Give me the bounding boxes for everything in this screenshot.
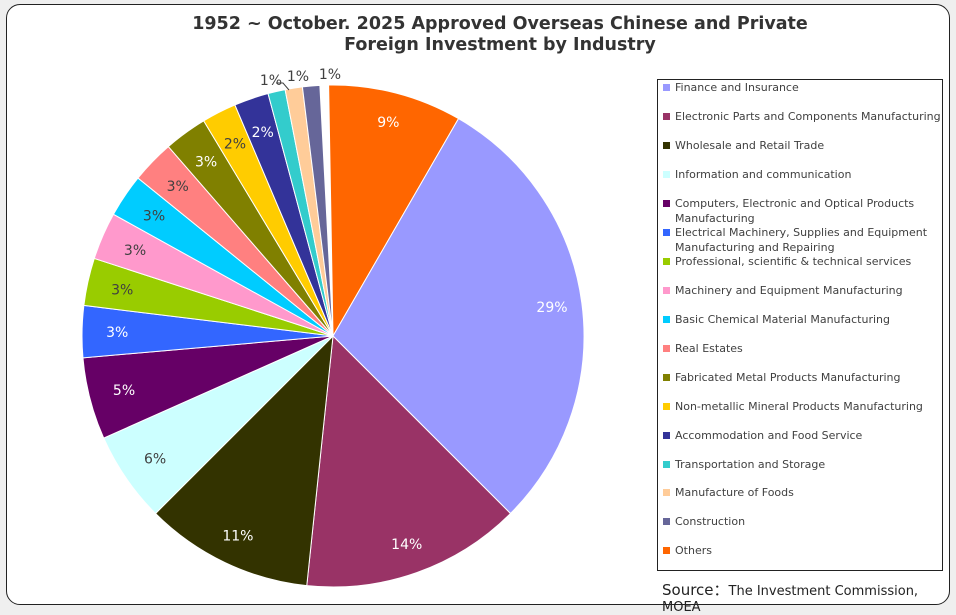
legend-swatch-icon	[663, 171, 670, 178]
legend-item[interactable]: Computers, Electronic and Optical Produc…	[663, 196, 943, 226]
legend-item[interactable]: Construction	[663, 514, 943, 529]
slice-data-label: 9%	[377, 115, 399, 131]
source-note: Source：The Investment Commission, MOEA	[662, 579, 956, 615]
legend-label: Construction	[675, 515, 746, 528]
legend-item[interactable]: Electrical Machinery, Supplies and Equip…	[663, 225, 943, 255]
pie-slice[interactable]	[301, 84, 334, 337]
source-prefix: Source：	[662, 581, 729, 599]
slice-data-label: 3%	[195, 154, 217, 170]
legend-swatch-icon	[663, 374, 670, 381]
chart-legend: Finance and Insurance Electronic Parts an…	[657, 79, 943, 571]
legend-item[interactable]: Wholesale and Retail Trade	[663, 138, 943, 153]
pie-svg: 9%29%14%11%6%5%3%3%3%3%3%3%2%2%1% 1% 1%	[81, 67, 585, 588]
chart-title: 1952 ~ October. 2025 Approved Overseas C…	[130, 14, 870, 56]
legend-item[interactable]: Non-metallic Mineral Products Manufactur…	[663, 399, 943, 414]
legend-label: Basic Chemical Material Manufacturing	[675, 313, 890, 326]
slice-data-label: 3%	[143, 208, 165, 224]
leader-line	[276, 82, 290, 91]
legend-item[interactable]: Others	[663, 543, 943, 558]
slice-data-label: 3%	[124, 243, 146, 259]
legend-swatch-icon	[663, 518, 670, 525]
pie-slice[interactable]	[306, 334, 512, 588]
legend-item[interactable]: Finance and Insurance	[663, 80, 943, 95]
legend-swatch-icon	[663, 142, 670, 149]
legend-swatch-icon	[663, 345, 670, 352]
legend-swatch-icon	[663, 403, 670, 410]
chart-title-line-2: Foreign Investment by Industry	[344, 35, 656, 55]
legend-item[interactable]: Machinery and Equipment Manufacturing	[663, 283, 943, 298]
legend-label: Real Estates	[675, 342, 743, 355]
slice-data-label: 29%	[536, 300, 567, 316]
slice-data-label: 3%	[111, 282, 133, 298]
pie-slice[interactable]	[332, 117, 585, 515]
legend-label: Professional, scientific & technical ser…	[675, 255, 912, 268]
legend-swatch-icon	[663, 200, 670, 207]
slice-data-label: 1%	[319, 67, 341, 83]
slice-data-label: 2%	[252, 125, 274, 141]
legend-label: Information and communication	[675, 168, 852, 181]
slice-data-label: 1%	[260, 73, 282, 89]
legend-swatch-icon	[663, 229, 670, 236]
legend-swatch-icon	[663, 489, 670, 496]
legend-swatch-icon	[663, 316, 670, 323]
legend-item[interactable]: Real Estates	[663, 341, 943, 356]
slice-data-label: 3%	[106, 325, 128, 341]
slice-data-label: 3%	[167, 179, 189, 195]
slice-data-label: 5%	[113, 383, 135, 399]
legend-item[interactable]: Professional, scientific & technical ser…	[663, 254, 943, 269]
slice-data-label: 2%	[224, 137, 246, 153]
pie-slice[interactable]	[328, 84, 460, 338]
pie-slice[interactable]	[154, 334, 334, 587]
legend-label: Computers, Electronic and Optical Produc…	[675, 197, 915, 225]
legend-item[interactable]: Manufacture of Foods	[663, 485, 943, 500]
legend-label: Electrical Machinery, Supplies and Equip…	[675, 226, 928, 254]
legend-item[interactable]: Electronic Parts and Components Manufact…	[663, 109, 943, 124]
legend-label: Electronic Parts and Components Manufact…	[675, 110, 941, 123]
pie-chart: 9% 29% 14% 11% 6% 5% 3% 3% 3% 3% 3% 3% 2% 2% 1% 1% 1%	[81, 67, 585, 588]
slice-data-label: 1%	[287, 69, 309, 85]
legend-swatch-icon	[663, 84, 670, 91]
slice-data-label: 11%	[222, 528, 253, 544]
legend-swatch-icon	[663, 547, 670, 554]
legend-swatch-icon	[663, 113, 670, 120]
legend-item[interactable]: Fabricated Metal Products Manufacturing	[663, 370, 943, 385]
legend-item[interactable]: Transportation and Storage	[663, 457, 943, 472]
slice-data-label: 6%	[144, 451, 166, 467]
legend-label: Accommodation and Food Service	[675, 429, 863, 442]
legend-item[interactable]: Accommodation and Food Service	[663, 428, 943, 443]
legend-item[interactable]: Basic Chemical Material Manufacturing	[663, 312, 943, 327]
legend-swatch-icon	[663, 461, 670, 468]
legend-label: Finance and Insurance	[675, 81, 799, 94]
legend-swatch-icon	[663, 432, 670, 439]
legend-item[interactable]: Information and communication	[663, 167, 943, 182]
legend-swatch-icon	[663, 258, 670, 265]
slice-data-label: 14%	[391, 537, 422, 553]
legend-label: Machinery and Equipment Manufacturing	[675, 284, 903, 297]
legend-swatch-icon	[663, 287, 670, 294]
legend-label: Wholesale and Retail Trade	[675, 139, 825, 152]
chart-title-line-1: 1952 ~ October. 2025 Approved Overseas C…	[192, 14, 808, 34]
legend-label: Others	[675, 544, 712, 557]
legend-label: Fabricated Metal Products Manufacturing	[675, 371, 901, 384]
legend-label: Manufacture of Foods	[675, 486, 794, 499]
legend-label: Transportation and Storage	[675, 458, 826, 471]
legend-label: Non-metallic Mineral Products Manufactur…	[675, 400, 923, 413]
